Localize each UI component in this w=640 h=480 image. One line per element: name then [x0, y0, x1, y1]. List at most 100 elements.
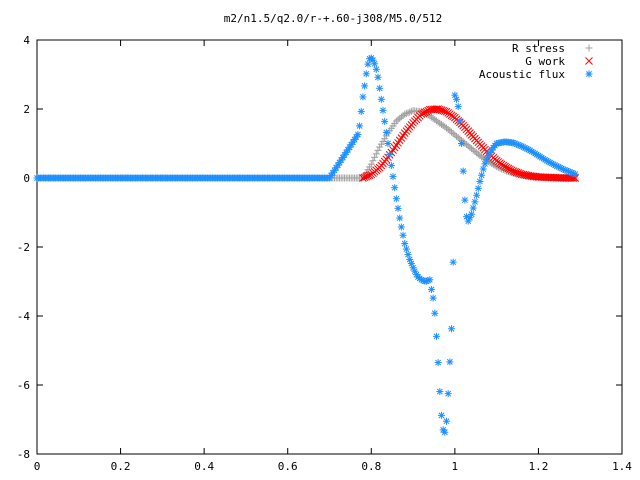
- data-point: [501, 166, 509, 174]
- x-tick-label: 0.6: [278, 460, 298, 473]
- data-point: [451, 91, 459, 99]
- data-point: [406, 108, 414, 116]
- legend-label: Acoustic flux: [479, 68, 565, 81]
- x-tick-label: 1.2: [528, 460, 548, 473]
- data-point: [371, 153, 379, 161]
- data-point: [376, 84, 384, 92]
- data-point: [458, 140, 466, 147]
- data-point: [443, 417, 450, 425]
- data-point: [356, 122, 364, 130]
- data-point: [461, 196, 469, 204]
- data-point: [372, 150, 380, 158]
- y-tick-label: -8: [17, 448, 30, 461]
- data-point: [394, 204, 402, 212]
- data-point: [431, 309, 439, 317]
- legend-label: R stress: [512, 42, 565, 55]
- data-point: [468, 210, 476, 218]
- data-point: [377, 95, 385, 103]
- data-point: [394, 138, 402, 147]
- y-tick-label: 2: [23, 103, 30, 116]
- y-tick-label: -4: [17, 310, 31, 323]
- series-layer: [33, 54, 580, 436]
- data-point: [429, 294, 437, 302]
- series-g-work: [359, 105, 580, 182]
- data-point: [384, 140, 392, 147]
- legend-marker: [585, 44, 593, 52]
- y-tick-label: -2: [17, 241, 30, 254]
- data-point: [382, 128, 390, 136]
- data-point: [571, 170, 579, 178]
- data-point: [392, 141, 401, 150]
- data-point: [449, 258, 457, 266]
- data-point: [397, 223, 405, 231]
- x-tick-label: 0.2: [111, 460, 131, 473]
- data-point: [432, 332, 440, 340]
- data-point: [436, 388, 444, 396]
- plot-frame: [36, 39, 623, 455]
- data-point: [499, 166, 507, 174]
- data-point: [387, 162, 395, 170]
- data-point: [357, 107, 365, 115]
- data-point: [359, 93, 367, 101]
- data-point: [404, 109, 412, 117]
- data-point: [395, 136, 404, 145]
- data-point: [386, 151, 394, 159]
- chart-title: m2/n1.5/q2.0/r-+.60-j308/M5.0/512: [224, 12, 443, 25]
- data-point: [390, 143, 399, 152]
- data-point: [365, 171, 374, 180]
- data-point: [399, 231, 407, 239]
- data-point: [389, 173, 397, 181]
- data-point: [381, 117, 389, 125]
- data-point: [404, 251, 412, 259]
- data-point: [401, 110, 409, 118]
- data-point: [446, 358, 454, 366]
- y-tick-label: 0: [23, 172, 30, 185]
- data-point: [389, 146, 397, 154]
- data-point: [571, 174, 580, 182]
- data-point: [364, 60, 372, 68]
- data-point: [471, 198, 479, 206]
- data-point: [453, 95, 461, 103]
- data-point: [369, 157, 377, 165]
- data-point: [361, 82, 369, 90]
- data-point: [476, 177, 484, 185]
- data-point: [372, 65, 380, 73]
- data-point: [456, 117, 464, 125]
- data-point: [396, 214, 404, 222]
- data-point: [402, 245, 410, 253]
- legend-marker: [585, 70, 593, 78]
- legend-marker: [585, 57, 593, 65]
- data-point: [473, 191, 481, 199]
- data-point: [474, 184, 482, 192]
- y-tick-label: 4: [23, 34, 30, 47]
- x-tick-label: 1: [452, 460, 459, 473]
- data-point: [401, 240, 409, 248]
- data-point: [374, 146, 382, 154]
- axis-ticks: 0 0.2 0.4 0.6 0.8 1 1.2 1.4 4 2 0 -2 -4 -6 -8: [17, 34, 633, 473]
- data-point: [392, 195, 400, 203]
- data-point: [391, 184, 399, 192]
- data-point: [354, 130, 362, 138]
- data-point: [374, 73, 382, 81]
- x-tick-label: 0.4: [194, 460, 214, 473]
- data-point: [362, 70, 370, 78]
- data-point: [367, 160, 375, 168]
- data-point: [371, 60, 379, 68]
- series-acoustic-flux: [33, 54, 579, 436]
- data-point: [427, 285, 435, 293]
- data-point: [397, 134, 406, 142]
- data-point: [379, 106, 387, 114]
- data-point: [444, 390, 452, 398]
- data-point: [437, 411, 445, 419]
- x-tick-label: 1.4: [612, 460, 632, 473]
- data-point: [441, 428, 449, 436]
- data-point: [479, 165, 487, 173]
- data-point: [478, 171, 486, 179]
- data-point: [448, 325, 456, 333]
- data-point: [402, 109, 410, 117]
- x-tick-label: 0.8: [361, 460, 381, 473]
- data-point: [459, 167, 467, 175]
- data-point: [399, 131, 407, 140]
